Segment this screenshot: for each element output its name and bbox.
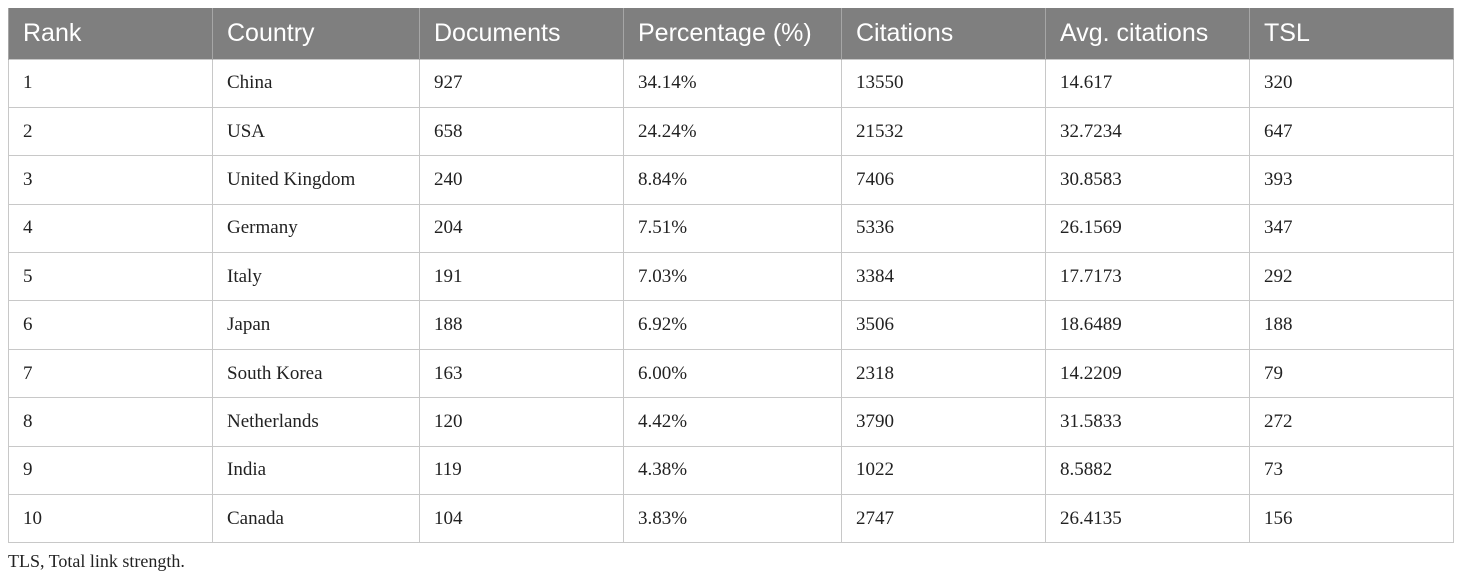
cell-documents: 191	[419, 252, 624, 302]
cell-citations: 21532	[841, 106, 1046, 157]
table-row: 2 USA 658 24.24% 21532 32.7234 647	[8, 106, 1454, 157]
header-rank: Rank	[8, 8, 213, 59]
cell-country: Japan	[212, 300, 420, 350]
cell-country: Germany	[212, 203, 420, 254]
cell-tsl: 79	[1249, 348, 1454, 399]
cell-percentage: 4.42%	[623, 397, 842, 447]
cell-citations: 3384	[841, 252, 1046, 302]
cell-tsl: 188	[1249, 300, 1454, 350]
table-row: 6 Japan 188 6.92% 3506 18.6489 188	[8, 300, 1454, 350]
cell-citations: 5336	[841, 203, 1046, 254]
cell-tsl: 73	[1249, 445, 1454, 496]
cell-citations: 3790	[841, 397, 1046, 447]
cell-documents: 240	[419, 155, 624, 205]
cell-documents: 188	[419, 300, 624, 350]
cell-rank: 6	[8, 300, 213, 350]
cell-percentage: 24.24%	[623, 106, 842, 157]
cell-percentage: 8.84%	[623, 155, 842, 205]
cell-percentage: 7.03%	[623, 252, 842, 302]
cell-percentage: 4.38%	[623, 445, 842, 496]
cell-tsl: 347	[1249, 203, 1454, 254]
cell-documents: 658	[419, 106, 624, 157]
cell-avg-citations: 30.8583	[1045, 155, 1250, 205]
cell-avg-citations: 26.4135	[1045, 494, 1250, 544]
cell-country: Canada	[212, 494, 420, 544]
cell-avg-citations: 14.2209	[1045, 348, 1250, 399]
cell-rank: 3	[8, 155, 213, 205]
cell-documents: 120	[419, 397, 624, 447]
cell-rank: 1	[8, 58, 213, 108]
table-row: 10 Canada 104 3.83% 2747 26.4135 156	[8, 494, 1454, 544]
header-country: Country	[212, 8, 420, 59]
cell-rank: 2	[8, 106, 213, 157]
table-header: Rank Country Documents Percentage (%) Ci…	[8, 8, 1454, 59]
cell-citations: 2747	[841, 494, 1046, 544]
country-ranking-table: Rank Country Documents Percentage (%) Ci…	[8, 8, 1454, 544]
cell-avg-citations: 26.1569	[1045, 203, 1250, 254]
table-row: 3 United Kingdom 240 8.84% 7406 30.8583 …	[8, 155, 1454, 205]
cell-avg-citations: 32.7234	[1045, 106, 1250, 157]
cell-tsl: 156	[1249, 494, 1454, 544]
cell-percentage: 6.92%	[623, 300, 842, 350]
country-table-container: Rank Country Documents Percentage (%) Ci…	[8, 8, 1454, 544]
cell-documents: 163	[419, 348, 624, 399]
header-row: Rank Country Documents Percentage (%) Ci…	[8, 8, 1454, 59]
cell-documents: 927	[419, 58, 624, 108]
cell-percentage: 7.51%	[623, 203, 842, 254]
cell-tsl: 272	[1249, 397, 1454, 447]
cell-tsl: 292	[1249, 252, 1454, 302]
table-footnote: TLS, Total link strength.	[8, 551, 185, 571]
cell-citations: 13550	[841, 58, 1046, 108]
header-percentage: Percentage (%)	[623, 8, 842, 59]
cell-rank: 7	[8, 348, 213, 399]
cell-avg-citations: 14.617	[1045, 58, 1250, 108]
cell-avg-citations: 18.6489	[1045, 300, 1250, 350]
cell-avg-citations: 8.5882	[1045, 445, 1250, 496]
cell-rank: 4	[8, 203, 213, 254]
cell-rank: 9	[8, 445, 213, 496]
cell-country: USA	[212, 106, 420, 157]
cell-citations: 3506	[841, 300, 1046, 350]
cell-tsl: 647	[1249, 106, 1454, 157]
cell-rank: 10	[8, 494, 213, 544]
cell-tsl: 393	[1249, 155, 1454, 205]
cell-percentage: 6.00%	[623, 348, 842, 399]
table-row: 8 Netherlands 120 4.42% 3790 31.5833 272	[8, 397, 1454, 447]
cell-avg-citations: 31.5833	[1045, 397, 1250, 447]
table-row: 1 China 927 34.14% 13550 14.617 320	[8, 58, 1454, 108]
cell-documents: 204	[419, 203, 624, 254]
cell-country: United Kingdom	[212, 155, 420, 205]
header-citations: Citations	[841, 8, 1046, 59]
table-body: 1 China 927 34.14% 13550 14.617 320 2 US…	[8, 58, 1454, 544]
cell-documents: 104	[419, 494, 624, 544]
cell-country: China	[212, 58, 420, 108]
cell-avg-citations: 17.7173	[1045, 252, 1250, 302]
cell-country: India	[212, 445, 420, 496]
table-row: 7 South Korea 163 6.00% 2318 14.2209 79	[8, 348, 1454, 399]
cell-rank: 8	[8, 397, 213, 447]
cell-citations: 7406	[841, 155, 1046, 205]
table-row: 4 Germany 204 7.51% 5336 26.1569 347	[8, 203, 1454, 254]
cell-country: Netherlands	[212, 397, 420, 447]
cell-rank: 5	[8, 252, 213, 302]
cell-citations: 1022	[841, 445, 1046, 496]
cell-documents: 119	[419, 445, 624, 496]
table-row: 5 Italy 191 7.03% 3384 17.7173 292	[8, 252, 1454, 302]
header-documents: Documents	[419, 8, 624, 59]
cell-country: Italy	[212, 252, 420, 302]
header-avg-citations: Avg. citations	[1045, 8, 1250, 59]
cell-citations: 2318	[841, 348, 1046, 399]
cell-percentage: 34.14%	[623, 58, 842, 108]
cell-country: South Korea	[212, 348, 420, 399]
cell-tsl: 320	[1249, 58, 1454, 108]
table-row: 9 India 119 4.38% 1022 8.5882 73	[8, 445, 1454, 496]
header-tsl: TSL	[1249, 8, 1454, 59]
cell-percentage: 3.83%	[623, 494, 842, 544]
